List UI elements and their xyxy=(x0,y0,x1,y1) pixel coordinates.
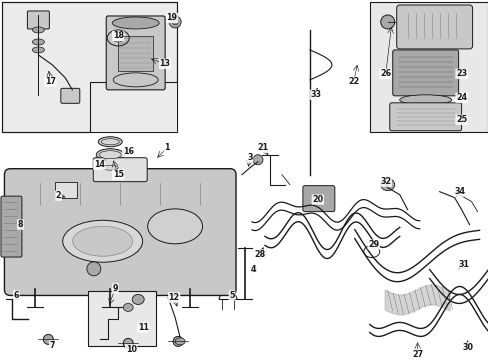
Text: 29: 29 xyxy=(367,240,379,249)
Ellipse shape xyxy=(101,139,119,145)
Text: 33: 33 xyxy=(310,90,321,99)
Ellipse shape xyxy=(98,137,122,147)
Bar xyxy=(118,36,153,71)
FancyBboxPatch shape xyxy=(93,158,147,182)
FancyBboxPatch shape xyxy=(389,103,461,131)
Ellipse shape xyxy=(123,303,133,311)
Ellipse shape xyxy=(252,155,263,165)
Text: 12: 12 xyxy=(168,293,179,302)
FancyBboxPatch shape xyxy=(1,196,22,257)
Bar xyxy=(88,292,156,346)
Ellipse shape xyxy=(169,16,181,28)
Text: 17: 17 xyxy=(45,77,56,86)
Text: 3: 3 xyxy=(247,153,252,162)
Text: 18: 18 xyxy=(112,31,123,40)
Ellipse shape xyxy=(62,220,142,262)
Ellipse shape xyxy=(87,262,101,276)
Ellipse shape xyxy=(43,334,53,345)
Text: 16: 16 xyxy=(122,147,133,156)
Ellipse shape xyxy=(112,17,159,29)
Text: 22: 22 xyxy=(347,77,359,86)
Text: 2: 2 xyxy=(56,191,61,200)
Text: 19: 19 xyxy=(166,13,177,22)
Ellipse shape xyxy=(102,165,118,170)
FancyBboxPatch shape xyxy=(396,5,471,49)
FancyBboxPatch shape xyxy=(106,16,165,90)
Text: 23: 23 xyxy=(455,69,466,78)
Text: 5: 5 xyxy=(229,291,234,300)
Text: 20: 20 xyxy=(312,195,323,204)
Ellipse shape xyxy=(99,151,121,159)
Ellipse shape xyxy=(99,163,121,172)
Bar xyxy=(90,82,177,132)
Ellipse shape xyxy=(112,34,124,42)
Ellipse shape xyxy=(123,338,133,348)
FancyBboxPatch shape xyxy=(392,50,458,96)
Text: 34: 34 xyxy=(453,187,464,196)
Ellipse shape xyxy=(32,39,44,45)
FancyBboxPatch shape xyxy=(61,88,80,103)
Text: 1: 1 xyxy=(164,143,169,152)
Text: 28: 28 xyxy=(254,250,265,259)
Text: 10: 10 xyxy=(125,345,137,354)
Bar xyxy=(55,182,77,198)
Text: 6: 6 xyxy=(14,291,19,300)
Text: 27: 27 xyxy=(411,350,423,359)
Text: 9: 9 xyxy=(112,284,118,293)
Text: 14: 14 xyxy=(94,160,104,169)
Ellipse shape xyxy=(175,338,185,345)
Bar xyxy=(369,2,487,132)
Text: 15: 15 xyxy=(113,170,123,179)
Ellipse shape xyxy=(113,73,158,87)
Text: 32: 32 xyxy=(379,177,390,186)
Ellipse shape xyxy=(380,15,394,29)
Ellipse shape xyxy=(147,209,202,244)
Text: 26: 26 xyxy=(379,69,390,78)
Bar xyxy=(2,2,177,132)
FancyBboxPatch shape xyxy=(302,186,334,212)
FancyBboxPatch shape xyxy=(4,169,236,296)
Ellipse shape xyxy=(32,47,44,53)
Text: 7: 7 xyxy=(49,341,55,350)
Ellipse shape xyxy=(96,149,124,161)
Text: 25: 25 xyxy=(455,115,466,124)
Text: 4: 4 xyxy=(250,265,255,274)
Ellipse shape xyxy=(172,19,178,25)
Ellipse shape xyxy=(32,27,44,33)
Ellipse shape xyxy=(132,294,144,305)
FancyBboxPatch shape xyxy=(27,11,49,29)
Ellipse shape xyxy=(399,95,451,105)
Text: 31: 31 xyxy=(457,260,468,269)
Ellipse shape xyxy=(73,226,132,256)
Text: 13: 13 xyxy=(159,59,170,68)
Text: 8: 8 xyxy=(18,220,23,229)
Text: 21: 21 xyxy=(257,143,268,152)
Text: 24: 24 xyxy=(455,93,466,102)
Text: 30: 30 xyxy=(461,343,472,352)
Text: 11: 11 xyxy=(138,323,148,332)
Ellipse shape xyxy=(380,179,394,191)
Ellipse shape xyxy=(173,336,183,346)
